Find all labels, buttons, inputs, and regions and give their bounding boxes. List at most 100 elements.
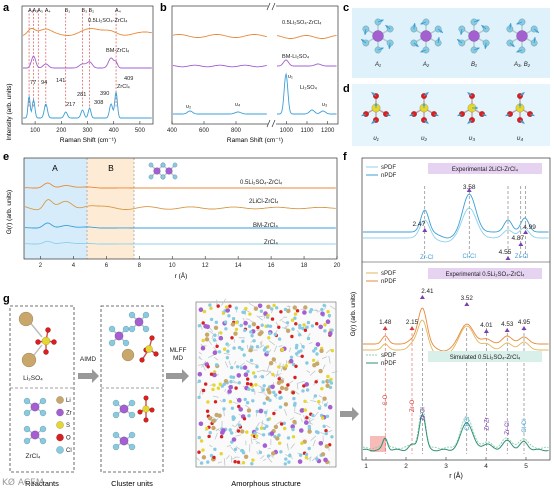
amorphous-atom [255, 427, 258, 430]
amorphous-atom [278, 377, 281, 380]
amorphous-atom [220, 452, 223, 455]
amorphous-atom [237, 461, 240, 464]
peak-label: 2.47 [412, 221, 425, 228]
o-atom [45, 327, 50, 332]
xtick-label: 1200 [321, 128, 335, 134]
panel-a-letter: a [3, 2, 10, 14]
amorphous-atom [254, 307, 258, 311]
amorphous-atom [307, 337, 310, 340]
amorphous-atom [206, 460, 209, 463]
cl-atom [113, 444, 119, 450]
amorphous-atom [213, 334, 216, 337]
mlff-arrow [166, 369, 189, 383]
peak-label: 77 [30, 80, 36, 86]
amorphous-atom [303, 305, 307, 309]
amorphous-atom [206, 410, 209, 413]
amorphous-atom [215, 321, 218, 324]
zr-atom [120, 437, 128, 445]
amorphous-atom [205, 333, 209, 337]
amorphous-atom [292, 397, 295, 400]
region-a-label: A [52, 163, 58, 173]
amorphous-atom [229, 428, 232, 431]
xtick-label: 4 [484, 463, 488, 470]
legend-label: Zr [66, 411, 72, 417]
cl-atom [123, 340, 129, 346]
amorphous-atom [315, 322, 318, 325]
amorphous-atom [222, 399, 225, 402]
amorphous-atom [266, 314, 269, 317]
amorphous-atom [269, 325, 272, 328]
amorphous-atom [283, 427, 286, 430]
bond-label: S-O [383, 394, 389, 405]
amorphous-atom [258, 304, 263, 309]
li-atom [19, 312, 33, 326]
amorphous-atom [215, 345, 218, 348]
amorphous-atom [304, 329, 307, 332]
amorphous-atom [227, 314, 230, 317]
peak-marker [522, 326, 527, 330]
amorphous-atom [266, 418, 269, 421]
amorphous-atom [224, 320, 227, 323]
mode-label: B₂ [89, 8, 95, 14]
cl-atom [129, 326, 135, 332]
reactants-box [10, 306, 74, 472]
amorphous-atom [280, 422, 283, 425]
amorphous-atom [284, 402, 288, 406]
amorphous-atom [308, 447, 311, 450]
amorphous-atom [270, 431, 275, 436]
amorphous-atom [235, 306, 238, 309]
legend-atom [56, 396, 63, 403]
amorphous-atom [260, 310, 263, 313]
amorphous-atom [270, 307, 273, 310]
amorphous-atom [227, 389, 232, 394]
amorphous-atom [244, 372, 249, 377]
amorphous-atom [263, 443, 268, 448]
amorphous-atom [240, 324, 243, 327]
amorphous-atom [207, 435, 210, 438]
amorphous-atom [199, 307, 204, 312]
amorphous-atom [229, 375, 232, 378]
amorphous-atom [277, 381, 281, 385]
peak-marker [410, 326, 415, 330]
amorphous-atom [211, 419, 215, 423]
axis-break [267, 3, 276, 127]
panel-e-letter: e [3, 151, 9, 163]
amorphous-atom [254, 375, 257, 378]
cl-atom [40, 410, 46, 416]
amorphous-atom [263, 402, 266, 405]
amorphous-atom [292, 391, 295, 394]
amorphous-atom [315, 457, 318, 460]
aimd-arrow [78, 369, 99, 383]
amorphous-atom [199, 422, 204, 427]
amorphous-atom [229, 380, 232, 383]
zr-atom [469, 31, 480, 42]
amorphous-atom [250, 346, 253, 349]
amorphous-atom [212, 383, 215, 386]
peak-marker [505, 328, 510, 332]
amorphous-atom [214, 400, 217, 403]
amorphous-atom [238, 381, 241, 384]
amorphous-atom [213, 448, 216, 451]
cl-atom [109, 326, 115, 332]
panel-b-curves [173, 35, 337, 115]
amorphous-atom [284, 387, 288, 391]
legend-atom [56, 434, 63, 441]
amorphous-atom [230, 431, 233, 434]
cl-atom [129, 412, 135, 418]
amorphous-atom [217, 304, 220, 307]
legend-atom [56, 446, 63, 453]
amorphous-atom [218, 350, 221, 353]
panel-e-ylabel: G(r) (arb. units) [6, 190, 13, 234]
amorphous-atom [222, 407, 225, 410]
amorphous-atom [278, 391, 281, 394]
amorphous-atom [303, 400, 306, 403]
xtick-label: 14 [235, 263, 242, 269]
caption-amorphous: Amorphous structure [231, 479, 301, 488]
peak-label: υ₄ [235, 102, 241, 108]
